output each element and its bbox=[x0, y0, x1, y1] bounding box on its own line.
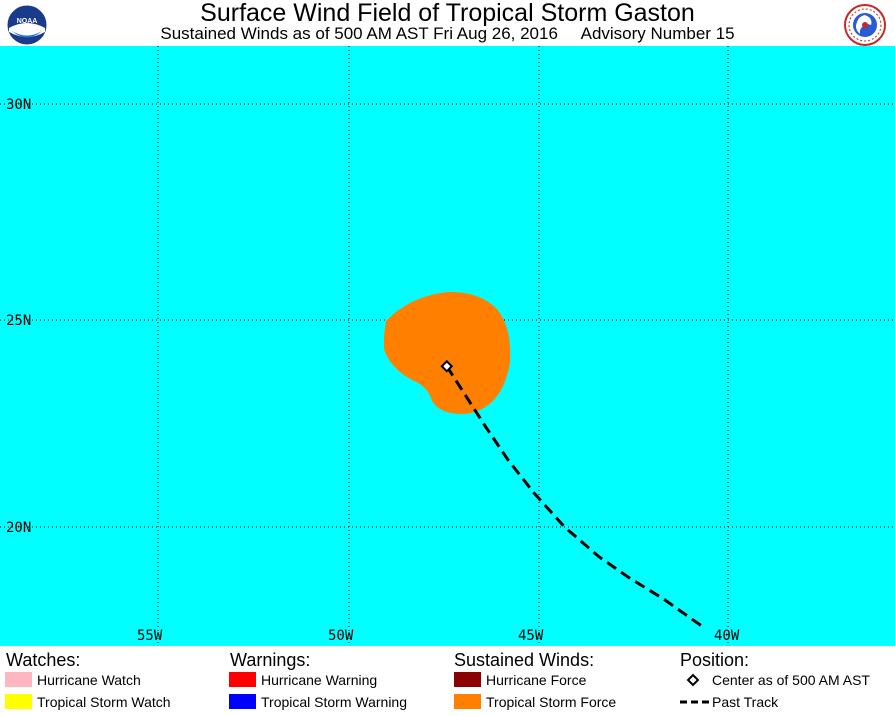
legend: Watches: Hurricane Watch Tropical Storm … bbox=[0, 646, 895, 716]
lat-label-25n: 25N bbox=[6, 313, 31, 329]
past-track bbox=[445, 365, 707, 630]
hurricane-warning-swatch bbox=[229, 672, 256, 687]
storm-center-marker bbox=[440, 359, 454, 373]
tropical-storm-force-wind-field bbox=[384, 291, 511, 414]
map-title: Surface Wind Field of Tropical Storm Gas… bbox=[200, 0, 695, 27]
noaa-logo: NOAA bbox=[6, 4, 48, 46]
lat-label-30n: 30N bbox=[6, 97, 31, 113]
center-position-label: Center as of 500 AM AST bbox=[712, 672, 870, 688]
tropical-storm-warning-swatch bbox=[229, 694, 256, 709]
tropical-storm-warning-label: Tropical Storm Warning bbox=[261, 694, 408, 710]
hurricane-watch-swatch bbox=[5, 672, 32, 687]
map: 30N 25N 20N 55W 50W 45W 40W bbox=[0, 46, 895, 646]
tropical-storm-watch-swatch bbox=[5, 694, 32, 709]
hurricane-watch-label: Hurricane Watch bbox=[37, 672, 141, 688]
legend-warnings-heading: Warnings: bbox=[230, 650, 311, 670]
legend-watches-heading: Watches: bbox=[6, 650, 81, 670]
legend-winds-heading: Sustained Winds: bbox=[454, 650, 595, 670]
hurricane-force-label: Hurricane Force bbox=[486, 672, 587, 688]
svg-text:NOAA: NOAA bbox=[17, 18, 38, 25]
tropical-storm-watch-label: Tropical Storm Watch bbox=[37, 694, 171, 710]
lon-label-50w: 50W bbox=[328, 628, 354, 644]
tropical-storm-force-label: Tropical Storm Force bbox=[486, 694, 617, 710]
grid bbox=[0, 46, 895, 646]
lon-label-55w: 55W bbox=[137, 628, 163, 644]
header: Surface Wind Field of Tropical Storm Gas… bbox=[0, 0, 895, 46]
hurricane-warning-label: Hurricane Warning bbox=[261, 672, 378, 688]
nws-logo bbox=[844, 4, 886, 46]
map-subtitle: Sustained Winds as of 500 AM AST Fri Aug… bbox=[160, 24, 735, 43]
diamond-icon bbox=[686, 673, 700, 687]
lon-label-40w: 40W bbox=[714, 628, 740, 644]
tropical-storm-force-swatch bbox=[454, 694, 481, 709]
hurricane-force-swatch bbox=[454, 672, 481, 687]
legend-position-heading: Position: bbox=[680, 650, 750, 670]
past-track-label: Past Track bbox=[712, 694, 779, 710]
dashed-line-icon bbox=[680, 700, 710, 704]
lat-label-20n: 20N bbox=[6, 520, 31, 536]
lon-label-45w: 45W bbox=[518, 628, 544, 644]
